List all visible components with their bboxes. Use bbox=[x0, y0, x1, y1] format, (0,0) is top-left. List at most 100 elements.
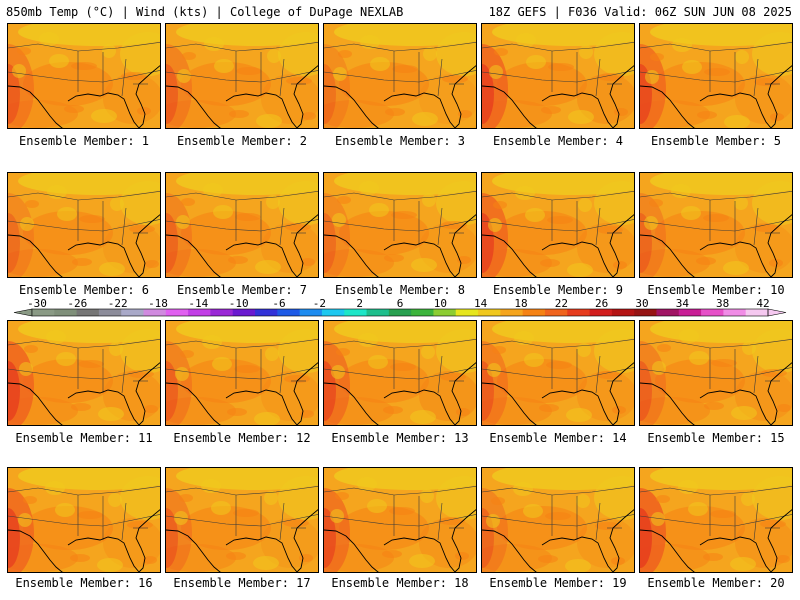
colorbar-tick-label: -26 bbox=[67, 297, 87, 310]
ensemble-panel bbox=[323, 23, 477, 129]
coastline bbox=[166, 214, 318, 277]
header-title: 850mb Temp (°C) | Wind (kts) | College o… bbox=[6, 5, 404, 19]
ensemble-member-label: Ensemble Member: 16 bbox=[15, 576, 153, 590]
colorbar-swatch bbox=[165, 309, 189, 316]
coastline bbox=[482, 65, 634, 128]
colorbar-swatch bbox=[277, 309, 301, 316]
ensemble-member-label: Ensemble Member: 5 bbox=[650, 134, 782, 148]
temperature-map bbox=[640, 24, 792, 128]
ensemble-member-label: Ensemble Member: 12 bbox=[173, 431, 311, 445]
temperature-map bbox=[640, 173, 792, 277]
colorbar-swatch bbox=[544, 309, 568, 316]
temperature-map bbox=[324, 24, 476, 128]
state-border bbox=[595, 355, 601, 394]
state-border bbox=[166, 514, 318, 527]
ensemble-member-label: Ensemble Member: 6 bbox=[18, 283, 150, 297]
state-border bbox=[279, 502, 285, 541]
coastline bbox=[8, 509, 160, 572]
colorbar-swatch bbox=[500, 309, 524, 316]
state-border bbox=[8, 367, 160, 380]
state-border bbox=[324, 367, 476, 380]
colorbar-swatch bbox=[522, 309, 546, 316]
state-border bbox=[753, 502, 759, 541]
state-border bbox=[753, 355, 759, 394]
colorbar-tick-label: 22 bbox=[555, 297, 568, 310]
ensemble-panel bbox=[481, 172, 635, 278]
colorbar-arrow-right bbox=[767, 308, 787, 317]
coastline bbox=[482, 214, 634, 277]
state-border bbox=[640, 367, 792, 380]
state-border bbox=[753, 207, 759, 246]
coastline bbox=[8, 65, 160, 128]
temperature-map bbox=[324, 468, 476, 572]
ensemble-member-label: Ensemble Member: 18 bbox=[331, 576, 469, 590]
ensemble-panel bbox=[7, 467, 161, 573]
colorbar-swatch bbox=[98, 309, 122, 316]
coastline bbox=[640, 362, 792, 425]
coastline bbox=[8, 362, 160, 425]
ensemble-panel bbox=[7, 320, 161, 426]
temperature-map bbox=[640, 321, 792, 425]
ensemble-member-label: Ensemble Member: 17 bbox=[173, 576, 311, 590]
temperature-map bbox=[166, 321, 318, 425]
colorbar-tick-label: 2 bbox=[356, 297, 363, 310]
state-border bbox=[640, 70, 792, 83]
temperature-map bbox=[8, 24, 160, 128]
state-border bbox=[437, 355, 443, 394]
temperature-map bbox=[166, 24, 318, 128]
ensemble-panel bbox=[639, 467, 793, 573]
ensemble-member-label: Ensemble Member: 8 bbox=[334, 283, 466, 297]
coastline bbox=[640, 509, 792, 572]
ensemble-panel bbox=[323, 172, 477, 278]
state-border bbox=[482, 514, 634, 527]
ensemble-member-label: Ensemble Member: 7 bbox=[176, 283, 308, 297]
colorbar-swatch bbox=[723, 309, 747, 316]
state-border bbox=[640, 219, 792, 232]
colorbar-tick-label: -18 bbox=[148, 297, 168, 310]
temperature-map bbox=[166, 468, 318, 572]
colorbar-swatch bbox=[678, 309, 702, 316]
state-border bbox=[437, 207, 443, 246]
colorbar-swatch bbox=[54, 309, 78, 316]
temperature-map bbox=[482, 173, 634, 277]
state-border bbox=[121, 502, 127, 541]
temperature-map bbox=[324, 321, 476, 425]
state-border bbox=[121, 355, 127, 394]
ensemble-panel bbox=[639, 320, 793, 426]
colorbar-tick-label: 6 bbox=[397, 297, 404, 310]
colorbar-tick-label: 34 bbox=[676, 297, 690, 310]
colorbar-swatch bbox=[255, 309, 278, 316]
coastline bbox=[482, 509, 634, 572]
colorbar-swatch bbox=[321, 309, 345, 316]
ensemble-panel bbox=[7, 172, 161, 278]
ensemble-panel bbox=[323, 320, 477, 426]
ensemble-member-label: Ensemble Member: 19 bbox=[489, 576, 627, 590]
ensemble-member-label: Ensemble Member: 1 bbox=[18, 134, 150, 148]
temperature-map bbox=[8, 321, 160, 425]
temperature-map bbox=[166, 173, 318, 277]
state-border bbox=[166, 367, 318, 380]
temperature-map bbox=[482, 321, 634, 425]
state-border bbox=[753, 58, 759, 97]
colorbar-tick-label: -6 bbox=[272, 297, 285, 310]
coastline bbox=[324, 509, 476, 572]
coastline bbox=[324, 362, 476, 425]
coastline bbox=[324, 214, 476, 277]
state-border bbox=[595, 58, 601, 97]
colorbar-swatch bbox=[121, 309, 145, 316]
ensemble-member-label: Ensemble Member: 15 bbox=[647, 431, 785, 445]
ensemble-member-label: Ensemble Member: 13 bbox=[331, 431, 469, 445]
coastline bbox=[482, 362, 634, 425]
colorbar-swatch bbox=[745, 309, 769, 316]
coastline bbox=[166, 362, 318, 425]
ensemble-panel bbox=[323, 467, 477, 573]
colorbar-tick-label: 26 bbox=[595, 297, 608, 310]
ensemble-member-label: Ensemble Member: 20 bbox=[647, 576, 785, 590]
colorbar-swatch bbox=[433, 309, 457, 316]
colorbar-tick-label: -2 bbox=[313, 297, 326, 310]
ensemble-member-label: Ensemble Member: 9 bbox=[492, 283, 624, 297]
colorbar-swatch bbox=[188, 309, 211, 316]
state-border bbox=[437, 58, 443, 97]
colorbar-swatch bbox=[411, 309, 434, 316]
colorbar-swatch bbox=[76, 309, 100, 316]
